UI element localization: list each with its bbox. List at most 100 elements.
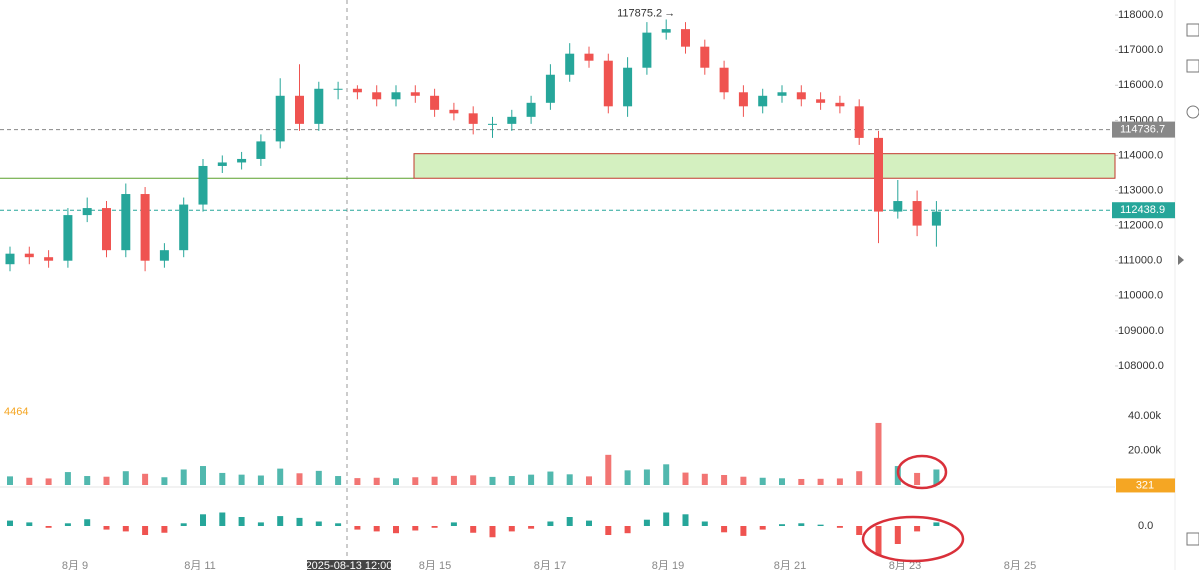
candle-body (661, 29, 671, 33)
y-tick-label: 113000.0 (1118, 184, 1163, 196)
y-tick-label: 111000.0 (1118, 255, 1162, 267)
macd-bar (779, 524, 785, 526)
volume-bar (335, 476, 342, 485)
candle-body (102, 208, 111, 251)
macd-bar (798, 523, 805, 526)
macd-bar (450, 522, 457, 526)
macd-bar (586, 520, 592, 526)
tool-icon[interactable] (1186, 23, 1199, 37)
macd-bar (875, 526, 882, 556)
macd-bar (7, 520, 13, 526)
price-label: 114736.7 (1120, 123, 1165, 135)
volume-bar (180, 469, 187, 485)
macd-bar (547, 521, 554, 526)
candle-body (758, 95, 768, 107)
y-tick-label: 112000.0 (1118, 220, 1163, 232)
macd-bar (200, 514, 206, 526)
macd-bar (315, 521, 322, 526)
volume-bar (528, 474, 535, 485)
candle-body (121, 194, 131, 251)
macd-bar (605, 526, 612, 535)
volume-bar (721, 475, 728, 485)
candle-body (584, 53, 594, 61)
volume-bar (856, 471, 863, 485)
macd-bar (393, 526, 399, 534)
x-tick-label: 8月 11 (184, 560, 216, 570)
tool-icon[interactable] (1186, 59, 1199, 73)
volume-bar (7, 476, 13, 485)
candle-body (44, 257, 54, 261)
macd-bar (103, 526, 110, 530)
macd-bar (566, 517, 573, 526)
price-label-box (1112, 202, 1175, 219)
candle-body (854, 106, 864, 138)
macd-bar (142, 526, 149, 535)
candle-body (217, 162, 227, 166)
candle-body (449, 109, 459, 114)
candle-body (24, 253, 34, 258)
macd-bar (277, 516, 284, 526)
candle-body (295, 95, 304, 124)
price-label-box (1112, 121, 1175, 138)
candle-body (256, 141, 266, 159)
volume-last-label: 321 (1136, 479, 1154, 491)
macd-bar (161, 526, 168, 533)
macd-bar (84, 519, 91, 526)
macd-bar (64, 523, 71, 526)
candle-body (5, 253, 15, 265)
volume-bar (257, 475, 264, 485)
macd-bar (238, 517, 245, 526)
volume-bar (759, 477, 766, 485)
macd-bar (431, 526, 438, 528)
volume-bar (431, 476, 438, 485)
candle-body (237, 158, 247, 163)
tool-icon[interactable] (1186, 105, 1199, 119)
candle-body (893, 201, 903, 212)
volume-bar (412, 477, 419, 485)
candle-body (545, 74, 555, 103)
volume-bar (682, 472, 689, 485)
macd-bar (489, 526, 496, 538)
candle-body (82, 208, 92, 216)
macd-bar (180, 523, 187, 526)
candle-body (410, 92, 420, 96)
macd-bar (682, 514, 689, 526)
volume-last-box (1116, 478, 1175, 493)
volume-bar (277, 468, 284, 485)
volume-bar (470, 475, 477, 485)
volume-bar (740, 476, 747, 485)
macd-bar (701, 521, 708, 526)
macd-bar (354, 526, 361, 530)
candle-body (642, 32, 652, 68)
candle-body (623, 67, 633, 107)
x-tick-label: 8月 17 (534, 560, 566, 570)
toolbar (1178, 23, 1199, 546)
collapse-icon[interactable] (1178, 255, 1184, 265)
volume-bar (605, 454, 612, 485)
tool-icon[interactable] (1186, 532, 1199, 546)
macd-bar (257, 522, 264, 526)
y-tick-label: 110000.0 (1118, 290, 1163, 302)
macd-bar (296, 517, 303, 526)
candle-body (835, 102, 845, 107)
macd-bar (721, 526, 728, 533)
volume-bar (200, 466, 206, 485)
candle-body (372, 92, 382, 100)
candle-body (816, 99, 826, 103)
volume-bar (817, 478, 824, 485)
volume-tick-label: 20.00k (1128, 444, 1162, 456)
candle-body (468, 113, 478, 124)
candle-body (738, 92, 748, 107)
candle-body (681, 29, 690, 47)
y-tick-label: 114000.0 (1118, 149, 1163, 161)
volume-bar (161, 477, 168, 485)
candle-body (333, 88, 343, 90)
macd-bar (914, 526, 921, 532)
macd-bar (26, 522, 33, 526)
candle-body (912, 201, 922, 226)
candle-body (314, 88, 324, 124)
volume-bar (586, 476, 592, 485)
